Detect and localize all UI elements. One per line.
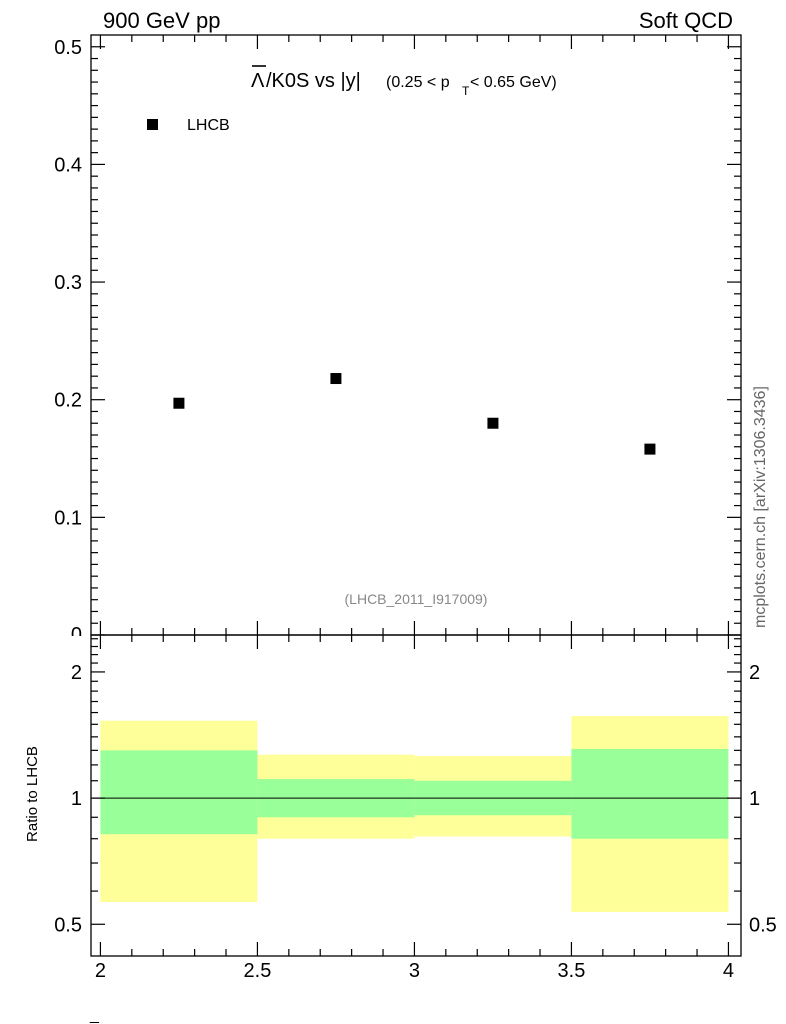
- data-point: [487, 417, 499, 429]
- title-cut-sub: T: [462, 84, 470, 98]
- ratio-ytick-label-right: 2: [749, 662, 760, 684]
- title-main: /K0S vs |y|: [266, 70, 361, 92]
- xtick-label: 2: [95, 960, 106, 982]
- main-axis-ticks: [91, 35, 741, 636]
- data-point: [330, 373, 342, 385]
- main-ytick-label: 0.3: [54, 272, 82, 294]
- legend: LHCB: [147, 117, 230, 134]
- xtick-label: 2.5: [244, 960, 272, 982]
- main-tick-labels: 0.1 0.2 0.3 0.4 0.5 0: [54, 37, 91, 650]
- ratio-axis-ticks: [91, 635, 741, 956]
- ratio-bands: [100, 715, 729, 912]
- main-data-points: [173, 373, 656, 455]
- ratio-band-inner: [100, 750, 258, 835]
- data-point: [173, 397, 185, 409]
- ratio-ytick-label-left: 1: [71, 788, 82, 810]
- ratio-ylabel: Ratio to LHCB: [24, 746, 41, 842]
- zero-label-clip: [60, 636, 91, 650]
- ratio-band-inner: [571, 748, 729, 839]
- title-lambda: Λ: [251, 70, 265, 92]
- legend-entry: LHCB: [187, 117, 230, 134]
- main-ytick-label: 0.2: [54, 390, 82, 412]
- ratio-ytick-label-right: 0.5: [749, 914, 777, 936]
- main-ytick-label: 0.1: [54, 507, 82, 529]
- side-label: mcplots.cern.ch [arXiv:1306.3436]: [752, 386, 769, 628]
- xtick-label: 3: [409, 960, 420, 982]
- ratio-tick-labels: 0.5 0.5 1 1 2 2: [54, 662, 777, 936]
- category-label: Soft QCD: [639, 8, 733, 33]
- title-cut-open: (0.25 < p: [386, 74, 450, 91]
- ratio-plot-frame: [90, 634, 742, 957]
- xtick-label: 4: [723, 960, 734, 982]
- energy-label: 900 GeV pp: [103, 8, 220, 33]
- plot-title: Λ /K0S vs |y| (0.25 < p T < 0.65 GeV): [251, 65, 557, 98]
- title-cut-close: < 0.65 GeV): [470, 74, 557, 91]
- main-ytick-label-zero: 0: [71, 624, 82, 646]
- main-ytick-label: 0.5: [54, 37, 82, 59]
- ratio-ytick-label-right: 1: [749, 788, 760, 810]
- bottom-mark: _: [89, 1007, 100, 1024]
- analysis-label: (LHCB_2011_I917009): [345, 591, 488, 607]
- ratio-ytick-label-left: 2: [71, 662, 82, 684]
- ratio-ytick-label-left: 0.5: [54, 914, 82, 936]
- x-tick-labels: 2 2.5 3 3.5 4: [95, 960, 734, 982]
- main-ytick-label: 0.4: [54, 154, 82, 176]
- xtick-label: 3.5: [558, 960, 586, 982]
- legend-marker: [147, 119, 158, 130]
- data-point: [644, 443, 656, 455]
